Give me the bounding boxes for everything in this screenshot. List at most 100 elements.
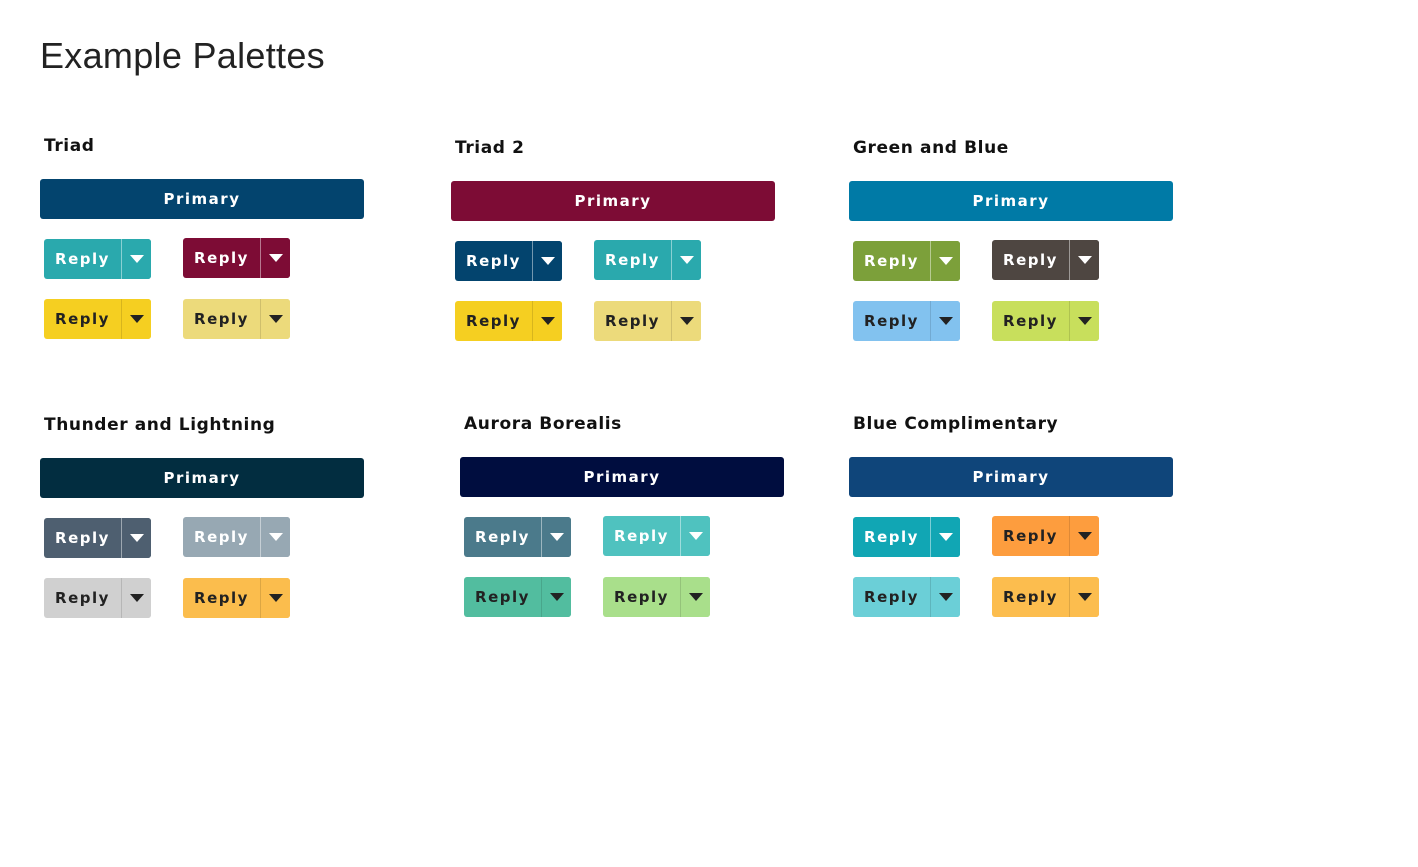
reply-button[interactable]: Reply — [44, 239, 121, 279]
reply-dropdown-toggle[interactable] — [260, 517, 290, 557]
palette-green-and-blue: Green and Blue Primary Reply Reply Reply Repl… — [849, 137, 1189, 387]
reply-button[interactable]: Reply — [992, 577, 1069, 617]
reply-dropdown-toggle[interactable] — [930, 577, 960, 617]
reply-button[interactable]: Reply — [44, 578, 121, 618]
reply-dropdown-toggle[interactable] — [1069, 301, 1099, 341]
reply-dropdown-toggle[interactable] — [121, 578, 151, 618]
caret-down-icon — [129, 594, 144, 602]
reply-dropdown-toggle[interactable] — [260, 238, 290, 278]
reply-split-button: Reply — [992, 516, 1099, 556]
reply-dropdown-toggle[interactable] — [532, 301, 562, 341]
palette-triad-2: Triad 2 Primary Reply Reply Reply Reply — [451, 137, 791, 387]
reply-button[interactable]: Reply — [594, 240, 671, 280]
reply-split-button: Reply — [853, 241, 960, 281]
reply-dropdown-toggle[interactable] — [532, 241, 562, 281]
reply-dropdown-toggle[interactable] — [260, 578, 290, 618]
reply-button[interactable]: Reply — [853, 517, 930, 557]
primary-button[interactable]: Primary — [460, 457, 784, 497]
reply-button[interactable]: Reply — [992, 516, 1069, 556]
reply-dropdown-toggle[interactable] — [671, 240, 701, 280]
palette-title: Thunder and Lightning — [44, 415, 276, 435]
caret-down-icon — [549, 533, 564, 541]
caret-down-icon — [1077, 256, 1092, 264]
reply-split-button: Reply — [464, 517, 571, 557]
reply-button[interactable]: Reply — [853, 577, 930, 617]
reply-button[interactable]: Reply — [183, 517, 260, 557]
reply-button[interactable]: Reply — [455, 301, 532, 341]
reply-dropdown-toggle[interactable] — [260, 299, 290, 339]
caret-down-icon — [268, 254, 283, 262]
primary-button[interactable]: Primary — [849, 457, 1173, 497]
reply-button[interactable]: Reply — [44, 299, 121, 339]
caret-down-icon — [540, 317, 555, 325]
reply-dropdown-toggle[interactable] — [121, 299, 151, 339]
reply-split-button: Reply — [183, 578, 290, 618]
reply-button[interactable]: Reply — [853, 241, 930, 281]
reply-button[interactable]: Reply — [603, 516, 680, 556]
reply-button[interactable]: Reply — [992, 240, 1069, 280]
palette-aurora-borealis: Aurora Borealis Primary Reply Reply Reply Rep… — [460, 413, 800, 663]
palette-title: Aurora Borealis — [464, 414, 622, 434]
reply-button[interactable]: Reply — [594, 301, 671, 341]
caret-down-icon — [268, 594, 283, 602]
reply-dropdown-toggle[interactable] — [930, 517, 960, 557]
reply-split-button: Reply — [853, 517, 960, 557]
reply-split-button: Reply — [44, 239, 151, 279]
reply-button[interactable]: Reply — [183, 238, 260, 278]
caret-down-icon — [938, 593, 953, 601]
reply-split-button: Reply — [594, 301, 701, 341]
caret-down-icon — [938, 533, 953, 541]
reply-split-button: Reply — [455, 301, 562, 341]
reply-button[interactable]: Reply — [464, 517, 541, 557]
reply-split-button: Reply — [992, 301, 1099, 341]
reply-dropdown-toggle[interactable] — [671, 301, 701, 341]
reply-split-button: Reply — [44, 299, 151, 339]
caret-down-icon — [688, 593, 703, 601]
reply-split-button: Reply — [603, 516, 710, 556]
primary-button[interactable]: Primary — [849, 181, 1173, 221]
reply-button[interactable]: Reply — [603, 577, 680, 617]
caret-down-icon — [540, 257, 555, 265]
reply-dropdown-toggle[interactable] — [121, 518, 151, 558]
reply-button[interactable]: Reply — [44, 518, 121, 558]
primary-button[interactable]: Primary — [40, 179, 364, 219]
reply-button[interactable]: Reply — [455, 241, 532, 281]
reply-button[interactable]: Reply — [183, 299, 260, 339]
reply-dropdown-toggle[interactable] — [930, 241, 960, 281]
reply-dropdown-toggle[interactable] — [121, 239, 151, 279]
reply-dropdown-toggle[interactable] — [930, 301, 960, 341]
reply-dropdown-toggle[interactable] — [1069, 577, 1099, 617]
palette-thunder-and-lightning: Thunder and Lightning Primary Reply Reply Re… — [40, 414, 380, 664]
primary-button[interactable]: Primary — [40, 458, 364, 498]
caret-down-icon — [1077, 317, 1092, 325]
reply-button[interactable]: Reply — [992, 301, 1069, 341]
reply-dropdown-toggle[interactable] — [1069, 240, 1099, 280]
primary-button[interactable]: Primary — [451, 181, 775, 221]
caret-down-icon — [1077, 532, 1092, 540]
caret-down-icon — [938, 257, 953, 265]
reply-button[interactable]: Reply — [853, 301, 930, 341]
reply-dropdown-toggle[interactable] — [541, 517, 571, 557]
caret-down-icon — [129, 534, 144, 542]
reply-split-button: Reply — [594, 240, 701, 280]
reply-split-button: Reply — [44, 578, 151, 618]
caret-down-icon — [129, 315, 144, 323]
caret-down-icon — [1077, 593, 1092, 601]
reply-dropdown-toggle[interactable] — [1069, 516, 1099, 556]
reply-dropdown-toggle[interactable] — [680, 577, 710, 617]
caret-down-icon — [129, 255, 144, 263]
reply-split-button: Reply — [183, 299, 290, 339]
caret-down-icon — [268, 315, 283, 323]
reply-dropdown-toggle[interactable] — [541, 577, 571, 617]
reply-split-button: Reply — [183, 238, 290, 278]
palette-title: Triad 2 — [455, 138, 525, 158]
reply-split-button: Reply — [455, 241, 562, 281]
reply-dropdown-toggle[interactable] — [680, 516, 710, 556]
caret-down-icon — [938, 317, 953, 325]
caret-down-icon — [549, 593, 564, 601]
reply-button[interactable]: Reply — [464, 577, 541, 617]
reply-split-button: Reply — [853, 301, 960, 341]
caret-down-icon — [679, 317, 694, 325]
page-title: Example Palettes — [40, 35, 325, 76]
reply-button[interactable]: Reply — [183, 578, 260, 618]
